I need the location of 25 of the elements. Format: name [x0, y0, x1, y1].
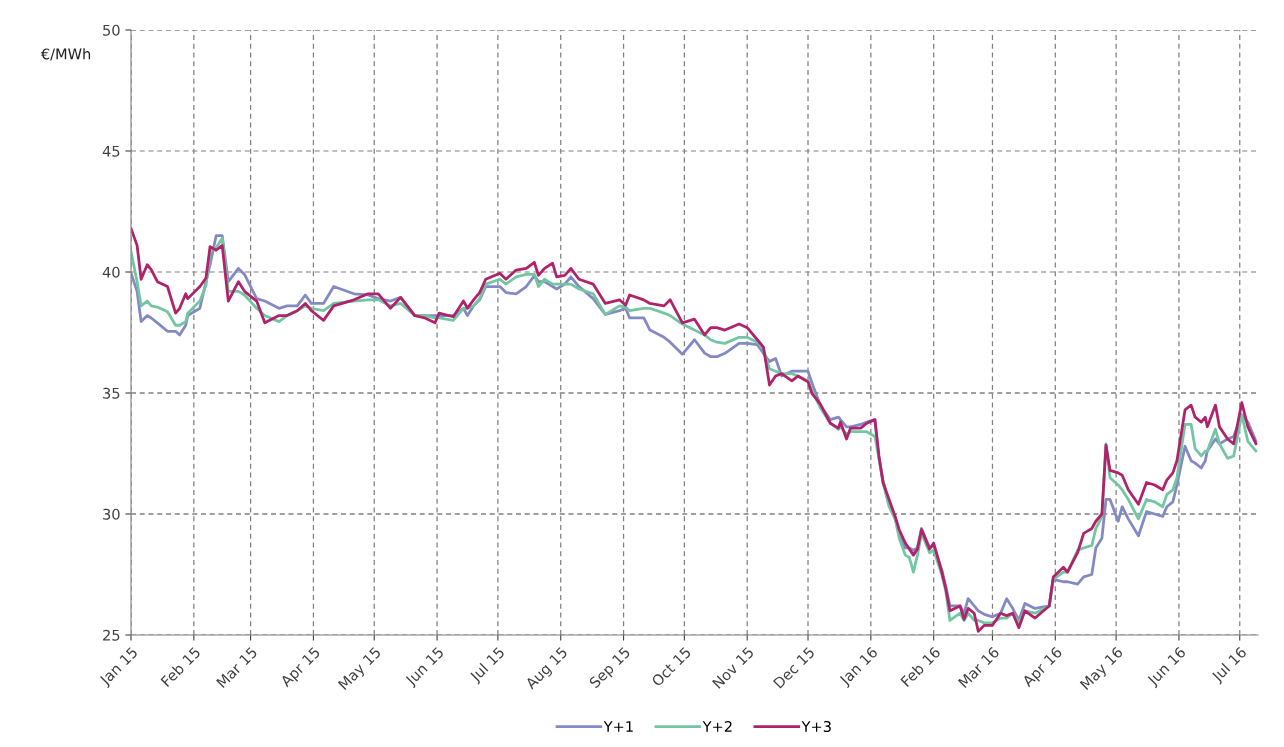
- y-tick-label: 30: [103, 508, 120, 520]
- x-tick-label: Jun 16: [1146, 646, 1189, 689]
- x-tick-label: Dec 15: [772, 646, 816, 689]
- x-tick-label: Sep 15: [588, 646, 633, 691]
- y-tick-label: 50: [103, 24, 120, 36]
- y-tick-label: 40: [102, 266, 120, 278]
- x-tick-label: Mar 16: [957, 646, 1000, 689]
- legend-label: Y+2: [702, 720, 732, 732]
- legend-label: Y+3: [801, 720, 831, 733]
- x-tick-label: Oct 15: [650, 646, 692, 688]
- y-axis-title: €/MWh: [40, 48, 91, 61]
- legend-label: Y+1: [603, 721, 633, 732]
- y-tick-label: 45: [102, 145, 120, 157]
- x-tick-label: Jul 16: [1210, 646, 1250, 685]
- x-tick-label: Jan 15: [98, 646, 140, 689]
- x-tick-label: Jan 16: [838, 646, 881, 689]
- x-tick-label: Feb 15: [160, 646, 201, 688]
- x-tick-label: Apr 16: [1021, 646, 1065, 690]
- x-tick-label: Jun 15: [404, 646, 447, 689]
- x-tick-label: Apr 15: [279, 646, 323, 690]
- y-tick-label: 35: [103, 387, 120, 399]
- x-tick-label: Feb 16: [900, 646, 942, 688]
- x-tick-label: Jul 15: [468, 646, 507, 685]
- x-tick-label: Mar 15: [216, 646, 258, 689]
- y-tick-label: 25: [103, 629, 120, 641]
